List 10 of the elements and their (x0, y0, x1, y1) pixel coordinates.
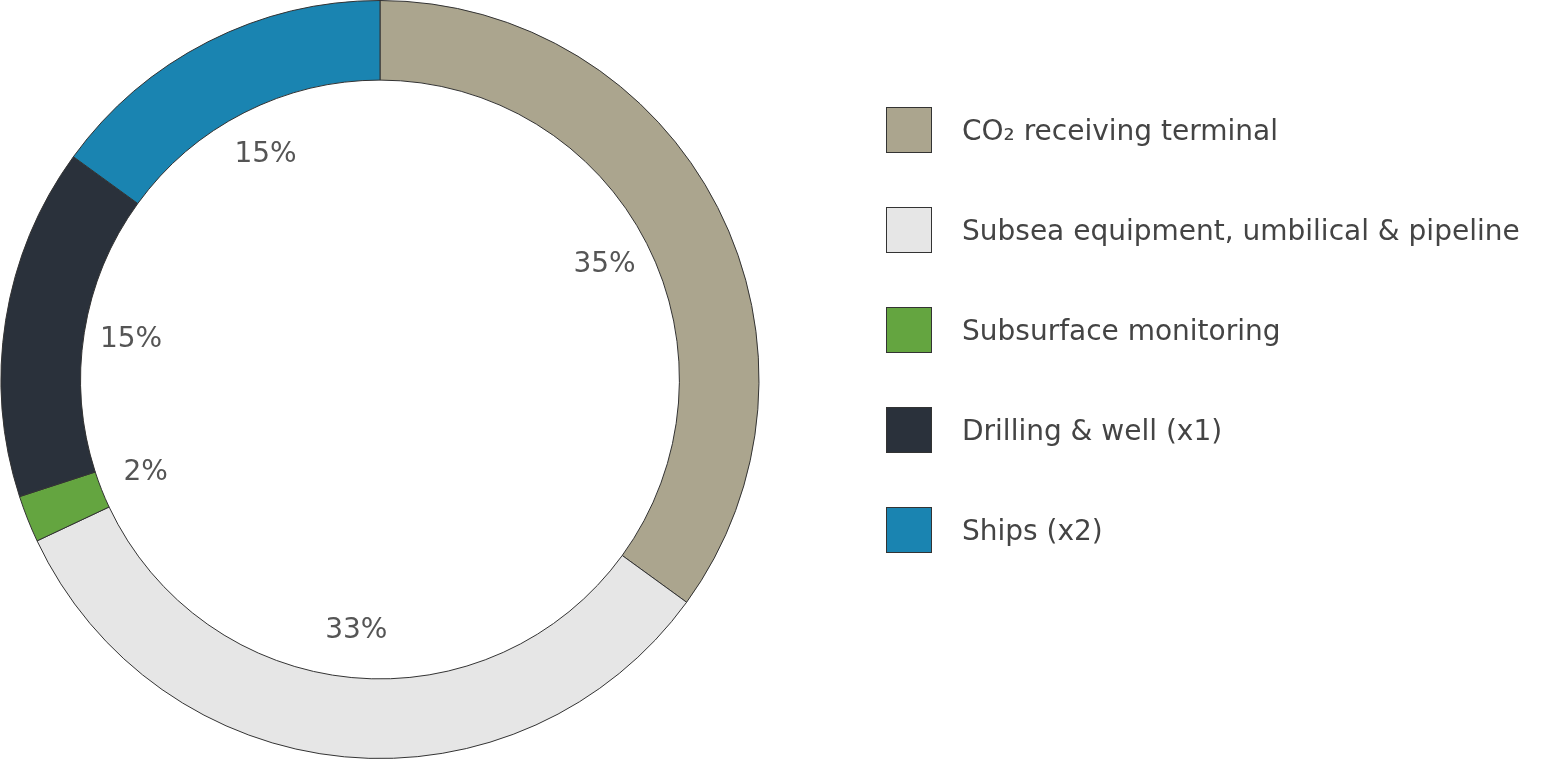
legend-label: CO₂ receiving terminal (962, 113, 1278, 147)
data-label: 2% (123, 453, 168, 487)
legend-label: Subsurface monitoring (962, 313, 1281, 347)
data-label: 15% (234, 136, 297, 170)
legend-label: Subsea equipment, umbilical & pipeline (962, 213, 1520, 247)
data-label: 35% (573, 246, 636, 280)
legend-label: Ships (x2) (962, 513, 1103, 547)
data-label: 33% (325, 611, 388, 645)
data-label: 15% (99, 321, 163, 355)
legend-label: Drilling & well (x1) (962, 413, 1223, 447)
